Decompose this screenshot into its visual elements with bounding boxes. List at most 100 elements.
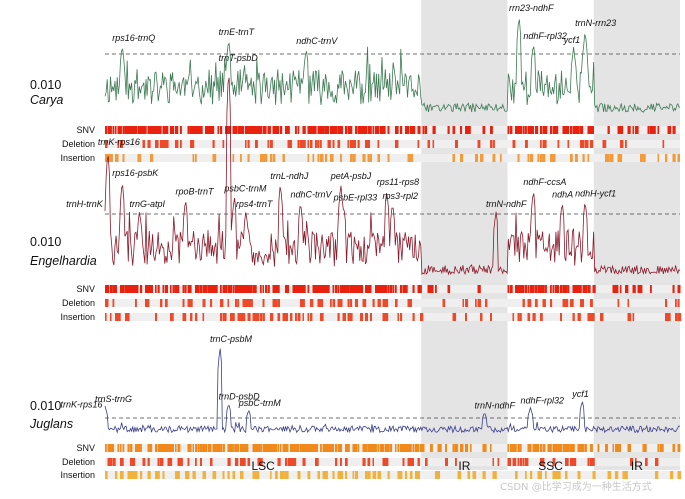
track-mark bbox=[345, 458, 348, 466]
track-mark bbox=[237, 444, 240, 452]
track-mark bbox=[247, 285, 251, 293]
track-mark bbox=[327, 285, 330, 293]
track-mark bbox=[202, 299, 206, 307]
track-mark bbox=[482, 126, 486, 134]
track-mark bbox=[105, 444, 107, 452]
track-mark bbox=[410, 471, 413, 479]
track-mark bbox=[540, 458, 544, 466]
track-mark bbox=[565, 458, 569, 466]
track-mark bbox=[367, 285, 371, 293]
track-mark bbox=[290, 313, 293, 321]
track-mark bbox=[615, 285, 619, 293]
track-mark bbox=[187, 285, 191, 293]
track-mark bbox=[527, 154, 530, 162]
track-mark bbox=[522, 126, 525, 134]
track-mark bbox=[527, 299, 532, 307]
track-mark bbox=[362, 126, 366, 134]
track-mark bbox=[277, 444, 280, 452]
track-mark bbox=[262, 299, 265, 307]
track-mark bbox=[490, 140, 493, 148]
track-mark bbox=[667, 126, 672, 134]
track-mark bbox=[287, 458, 291, 466]
track-mark bbox=[190, 126, 194, 134]
track-mark bbox=[412, 126, 416, 134]
track-mark bbox=[357, 444, 360, 452]
track-mark bbox=[625, 140, 627, 148]
track-mark bbox=[332, 299, 336, 307]
track-mark bbox=[242, 285, 247, 293]
track-mark bbox=[577, 126, 580, 134]
track-mark bbox=[530, 154, 534, 162]
track-mark bbox=[632, 285, 636, 293]
track-mark bbox=[187, 126, 190, 134]
track-mark bbox=[212, 140, 215, 148]
track-mark bbox=[160, 140, 164, 148]
track-mark bbox=[565, 299, 569, 307]
track-mark bbox=[147, 126, 151, 134]
track-mark bbox=[375, 126, 379, 134]
track-mark bbox=[607, 471, 612, 479]
track-mark bbox=[452, 313, 457, 321]
track-mark bbox=[537, 471, 541, 479]
track-mark bbox=[560, 444, 562, 452]
track-mark bbox=[237, 313, 241, 321]
track-mark bbox=[107, 285, 110, 293]
track-mark bbox=[372, 299, 375, 307]
track-mark bbox=[617, 299, 620, 307]
track-mark bbox=[650, 126, 654, 134]
track-mark bbox=[200, 285, 203, 293]
track-mark bbox=[550, 154, 554, 162]
track-label-snv: SNV bbox=[76, 284, 95, 294]
track-mark bbox=[560, 285, 563, 293]
track-mark bbox=[292, 285, 296, 293]
track-mark bbox=[157, 126, 161, 134]
track-mark bbox=[237, 285, 241, 293]
track-mark bbox=[552, 285, 555, 293]
annotation-label: rps16-psbK bbox=[112, 168, 159, 178]
track-mark bbox=[412, 285, 415, 293]
track-mark bbox=[605, 444, 609, 452]
track-mark bbox=[430, 285, 434, 293]
track-mark bbox=[307, 154, 310, 162]
track-mark bbox=[525, 140, 528, 148]
track-mark bbox=[260, 285, 262, 293]
track-mark bbox=[135, 471, 138, 479]
track-mark bbox=[480, 154, 484, 162]
track-mark bbox=[302, 126, 306, 134]
track-mark bbox=[355, 471, 359, 479]
track-mark bbox=[157, 444, 161, 452]
track-mark bbox=[337, 299, 341, 307]
threshold-label: 0.010 bbox=[30, 235, 61, 249]
track-mark bbox=[625, 471, 628, 479]
track-mark bbox=[147, 140, 151, 148]
annotation-label: trnN-rrn23 bbox=[575, 18, 616, 28]
track-mark bbox=[480, 313, 483, 321]
track-mark bbox=[325, 471, 328, 479]
track-label-deletion: Deletion bbox=[62, 139, 95, 149]
track-mark bbox=[285, 444, 289, 452]
track-mark bbox=[220, 313, 222, 321]
track-mark bbox=[517, 154, 520, 162]
track-mark bbox=[252, 313, 256, 321]
track-mark bbox=[635, 458, 637, 466]
track-mark bbox=[540, 154, 544, 162]
pi-line bbox=[104, 77, 681, 276]
track-mark bbox=[170, 126, 174, 134]
track-mark bbox=[190, 313, 193, 321]
track-mark bbox=[242, 313, 246, 321]
track-mark bbox=[220, 285, 222, 293]
track-mark bbox=[585, 140, 589, 148]
track-mark bbox=[227, 126, 232, 134]
track-mark bbox=[295, 444, 299, 452]
track-mark bbox=[202, 285, 205, 293]
track-mark bbox=[542, 140, 546, 148]
track-mark bbox=[567, 444, 570, 452]
track-mark bbox=[475, 299, 477, 307]
track-mark bbox=[227, 299, 229, 307]
track-mark bbox=[127, 444, 130, 452]
track-mark bbox=[445, 458, 448, 466]
track-mark bbox=[277, 285, 280, 293]
track-mark bbox=[340, 299, 343, 307]
track-mark bbox=[520, 444, 522, 452]
track-mark bbox=[417, 471, 420, 479]
